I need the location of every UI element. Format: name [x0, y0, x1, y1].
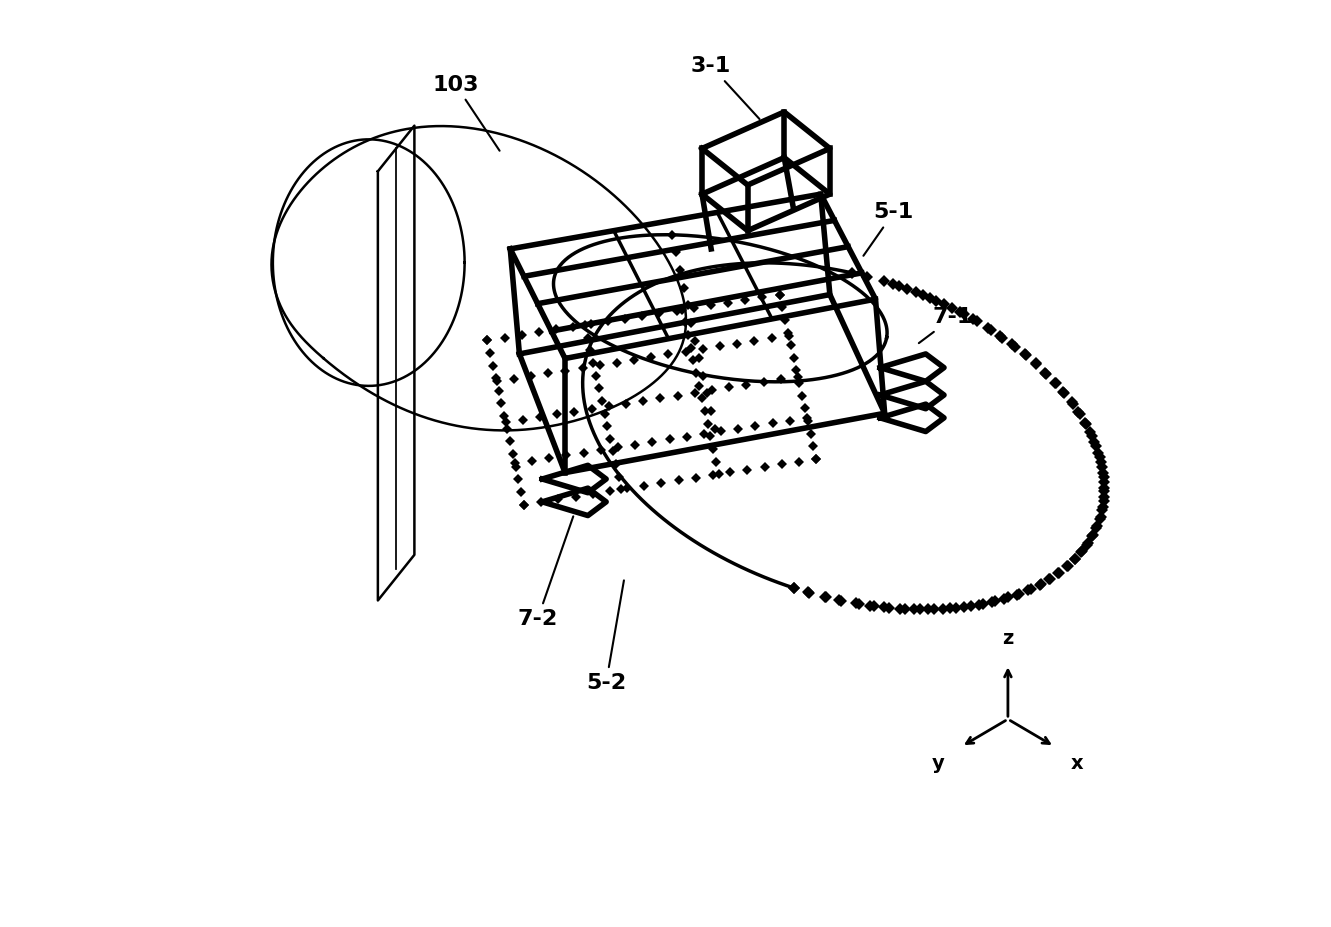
Text: 5-1: 5-1	[864, 202, 914, 256]
Text: x: x	[1071, 754, 1083, 773]
Text: 3-1: 3-1	[691, 57, 760, 119]
Text: z: z	[1002, 629, 1013, 648]
Text: 7-1: 7-1	[918, 308, 973, 343]
Text: 103: 103	[433, 74, 499, 151]
Text: y: y	[932, 754, 945, 773]
Text: 7-2: 7-2	[518, 516, 574, 629]
Text: 5-2: 5-2	[586, 580, 626, 692]
